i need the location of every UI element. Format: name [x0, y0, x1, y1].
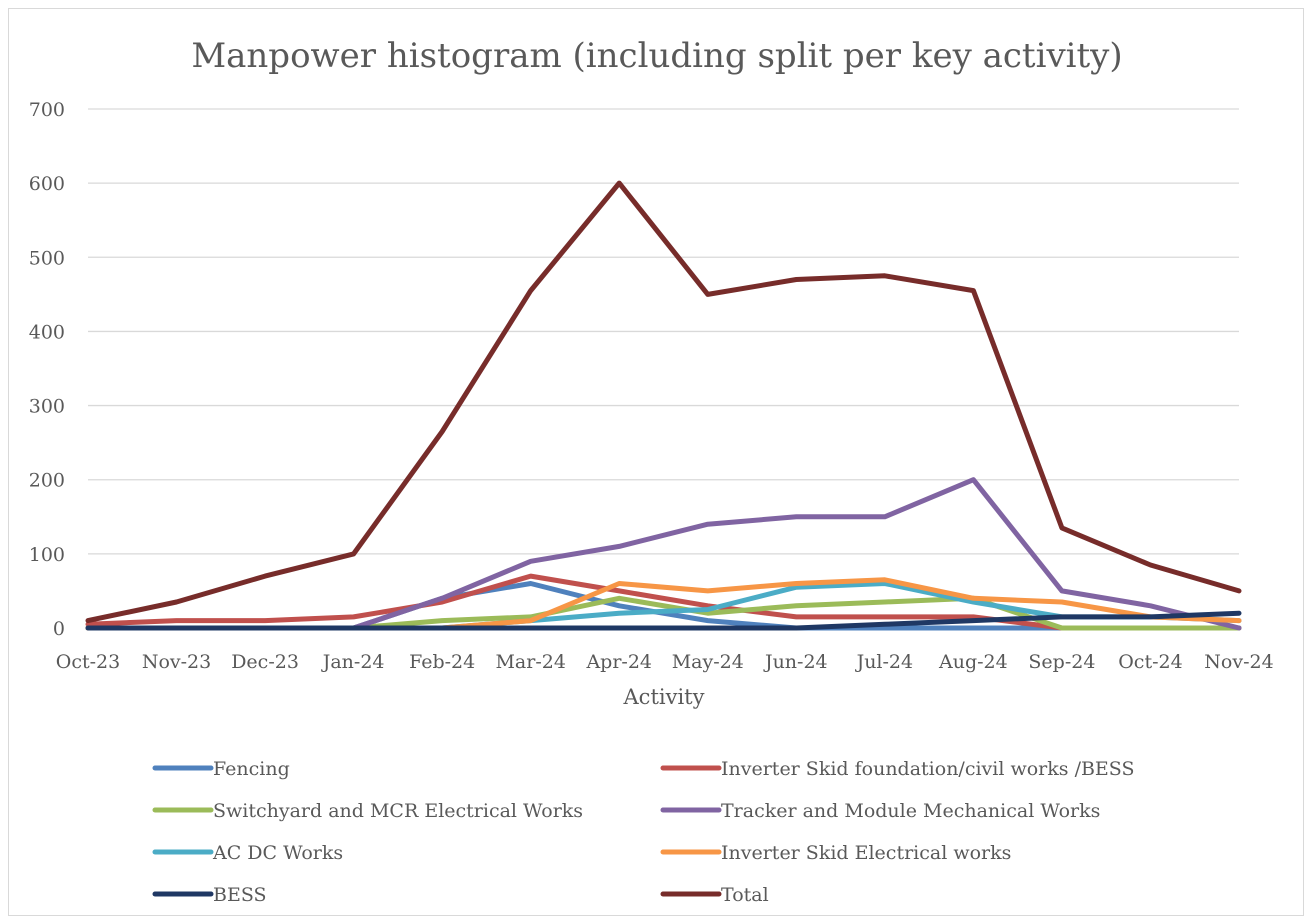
x-tick-label: Sep-24 [1028, 651, 1095, 673]
y-tick-label: 300 [29, 396, 65, 418]
x-tick-label: Nov-23 [142, 651, 211, 673]
chart-frame: Manpower histogram (including split per … [8, 8, 1304, 916]
x-tick-label: Feb-24 [409, 651, 475, 673]
chart-title: Manpower histogram (including split per … [191, 36, 1122, 76]
gridlines [88, 108, 1239, 629]
series-line-bess [85, 610, 1242, 631]
x-tick-label: Nov-24 [1204, 651, 1273, 673]
y-tick-label: 700 [29, 99, 65, 121]
legend-item-ac-dc-works: AC DC Works [152, 842, 343, 864]
legend-item-inverter-skid-foundation-civil-works-bess: Inverter Skid foundation/civil works /BE… [660, 758, 1135, 780]
x-tick-label: Apr-24 [585, 651, 652, 673]
y-tick-label: 200 [29, 470, 65, 492]
x-tick-label: Jan-24 [321, 651, 385, 673]
legend-label: Switchyard and MCR Electrical Works [213, 800, 583, 822]
legend-item-tracker-and-module-mechanical-works: Tracker and Module Mechanical Works [660, 800, 1100, 822]
legend-item-bess: BESS [152, 884, 267, 906]
chart-svg: Manpower histogram (including split per … [29, 36, 1274, 906]
y-axis-tick-labels: 0 100 200 300 400 500 600 700 [29, 99, 65, 640]
x-tick-label: Aug-24 [938, 651, 1008, 673]
legend-label: Inverter Skid Electrical works [721, 842, 1011, 864]
x-tick-label: Jun-24 [763, 651, 828, 673]
legend-label: BESS [213, 884, 267, 906]
x-axis-title: Activity [623, 685, 705, 709]
x-tick-label: Mar-24 [495, 651, 565, 673]
legend: Fencing Inverter Skid foundation/civil wo… [152, 758, 1135, 906]
series-line-inverter-skid-foundation-civil-works-bess [85, 573, 1242, 631]
legend-item-switchyard-and-mcr-electrical-works: Switchyard and MCR Electrical Works [152, 800, 583, 822]
legend-item-inverter-skid-electrical-works: Inverter Skid Electrical works [660, 842, 1011, 864]
x-tick-label: Jul-24 [855, 651, 914, 673]
legend-label: Tracker and Module Mechanical Works [721, 800, 1100, 822]
x-tick-label: Oct-24 [1118, 651, 1182, 673]
series-lines [85, 180, 1242, 631]
legend-label: Total [721, 884, 769, 906]
y-tick-label: 600 [29, 173, 65, 195]
y-tick-label: 100 [29, 544, 65, 566]
y-tick-label: 400 [29, 321, 65, 343]
x-axis-tick-labels: Oct-23 Nov-23 Dec-23 Jan-24 Feb-24 Mar-24 Apr-… [56, 651, 1274, 673]
legend-item-total: Total [660, 884, 769, 906]
y-tick-label: 500 [29, 247, 65, 269]
legend-label: Inverter Skid foundation/civil works /BE… [721, 758, 1135, 780]
x-tick-label: May-24 [672, 651, 744, 673]
legend-label: AC DC Works [212, 842, 343, 864]
legend-label: Fencing [213, 758, 290, 780]
y-tick-label: 0 [53, 618, 65, 640]
x-tick-label: Oct-23 [56, 651, 120, 673]
legend-item-fencing: Fencing [152, 758, 290, 780]
x-tick-label: Dec-23 [231, 651, 299, 673]
series-line-total [85, 180, 1242, 624]
